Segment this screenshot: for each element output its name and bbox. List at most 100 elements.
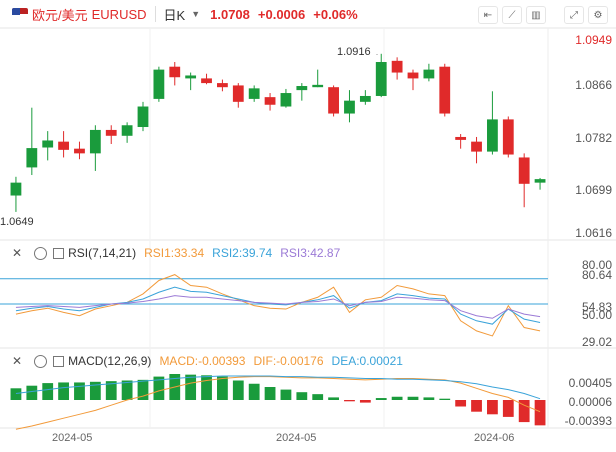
candle-body — [487, 119, 498, 152]
macd-histogram-bar — [89, 381, 101, 400]
candle-body — [26, 148, 38, 168]
price-axis-label: 1.0616 — [575, 226, 612, 240]
rsi3-value: RSI3:42.87 — [280, 246, 341, 260]
x-axis-label: 2024-06 — [474, 432, 515, 444]
candle-body — [58, 141, 69, 150]
rsi-axis-label: 80.00 — [581, 258, 612, 272]
candle-type-icon[interactable]: ▥ — [526, 6, 546, 24]
candle-body — [455, 136, 467, 140]
candle-body — [10, 182, 22, 196]
price-axis-label: 1.0782 — [575, 131, 612, 145]
x-axis-label: 2024-05 — [52, 432, 93, 444]
candle-body — [296, 86, 308, 91]
fullscreen-icon[interactable]: ⤢ — [564, 6, 584, 24]
macd-histogram-bar — [232, 380, 244, 400]
macd-histogram-bar — [344, 400, 355, 402]
price-axis-label: 1.0866 — [575, 78, 612, 92]
candle-body — [185, 75, 197, 79]
high-annotation: 1.0916 — [337, 46, 371, 58]
macd-histogram-bar — [391, 396, 403, 400]
candle-body — [471, 141, 482, 152]
chevron-down-icon[interactable]: ▼ — [191, 9, 201, 19]
candle-body — [74, 148, 85, 154]
candle-body — [423, 69, 435, 79]
candle-body — [359, 95, 371, 102]
candle-body — [169, 66, 181, 78]
macd-histogram-bar — [217, 376, 228, 400]
macd-histogram-bar — [10, 388, 22, 400]
macd-histogram-bar — [375, 398, 387, 400]
candle-body — [201, 78, 212, 84]
candle-body — [518, 157, 530, 184]
rsi-legend: ✕ RSI(7,14,21) RSI1:33.34 RSI2:39.74 RSI… — [0, 243, 340, 263]
macd-histogram-bar — [312, 394, 324, 400]
settings-box-icon[interactable] — [53, 355, 65, 367]
macd-legend: ✕ MACD(12,26,9) MACD:-0.00393 DIF:-0.001… — [0, 351, 403, 371]
macd-histogram-bar — [74, 382, 85, 400]
candle-body — [407, 72, 419, 79]
macd-histogram-bar — [487, 400, 498, 415]
price-axis-label: 1.0949 — [575, 33, 612, 47]
rsi-axis-label: 80.64 — [581, 268, 612, 282]
divider — [154, 6, 156, 22]
macd-histogram-bar — [137, 379, 149, 400]
macd-value: MACD:-0.00393 — [159, 354, 246, 368]
price-change: +0.0006 — [257, 6, 306, 22]
candle-body — [502, 119, 514, 155]
candle-body — [375, 62, 387, 96]
period-selector[interactable]: 日K — [163, 7, 186, 23]
close-icon[interactable]: ✕ — [12, 246, 23, 260]
candle-body — [344, 100, 355, 114]
symbol-name-cn[interactable]: 欧元/美元 — [32, 7, 88, 23]
candle-body — [105, 129, 117, 136]
macd-histogram-bar — [471, 400, 482, 412]
candle-body — [232, 85, 244, 102]
macd-histogram-bar — [296, 392, 308, 400]
last-price: 1.0708 — [210, 6, 250, 22]
macd-histogram-bar — [280, 389, 292, 400]
macd-histogram-bar — [248, 383, 260, 400]
candle-body — [328, 87, 339, 114]
candle-body — [137, 106, 149, 128]
candle-body — [42, 140, 54, 148]
eu-us-flag-icon — [12, 8, 28, 20]
macd-histogram-bar — [26, 385, 38, 400]
rsi-axis-label: 50.00 — [581, 308, 612, 322]
macd-histogram-bar — [502, 400, 514, 417]
low-annotation: 1.0649 — [0, 216, 34, 228]
macd-histogram-bar — [359, 400, 371, 403]
macd-histogram-bar — [264, 387, 276, 400]
candle-body — [439, 66, 451, 114]
dea-value: DEA:0.00021 — [331, 354, 403, 368]
eye-icon[interactable] — [34, 354, 48, 368]
macd-histogram-bar — [121, 380, 133, 400]
macd-histogram-bar — [439, 398, 451, 400]
macd-axis-label: -0.00393 — [564, 414, 612, 428]
macd-histogram-bar — [58, 382, 69, 400]
candle-body — [391, 60, 403, 73]
candle-body — [89, 129, 101, 154]
macd-histogram-bar — [185, 374, 197, 400]
candle-body — [248, 88, 260, 99]
indicator-icon[interactable]: ⇤ — [478, 6, 498, 24]
rsi-name: RSI(7,14,21) — [68, 246, 137, 260]
toolbar: ⇤ ⟋ ▥ ⤢ ⚙ — [478, 6, 608, 24]
candle-body — [217, 83, 228, 88]
settings-icon[interactable]: ⚙ — [588, 6, 608, 24]
rsi2-value: RSI2:39.74 — [212, 246, 273, 260]
candle-body — [121, 125, 133, 136]
macd-histogram-bar — [518, 400, 530, 423]
symbol-code[interactable]: EURUSD — [91, 6, 147, 22]
candle-body — [264, 97, 276, 105]
rsi-line-1 — [15, 274, 541, 337]
macd-dea-line — [15, 375, 541, 400]
settings-box-icon[interactable] — [53, 247, 65, 259]
candle-body — [153, 69, 165, 99]
eye-icon[interactable] — [34, 246, 48, 260]
macd-histogram-bar — [534, 400, 546, 426]
close-icon[interactable]: ✕ — [12, 354, 23, 368]
macd-histogram-bar — [153, 376, 165, 400]
macd-histogram-bar — [105, 381, 117, 400]
drawing-icon[interactable]: ⟋ — [502, 6, 522, 24]
